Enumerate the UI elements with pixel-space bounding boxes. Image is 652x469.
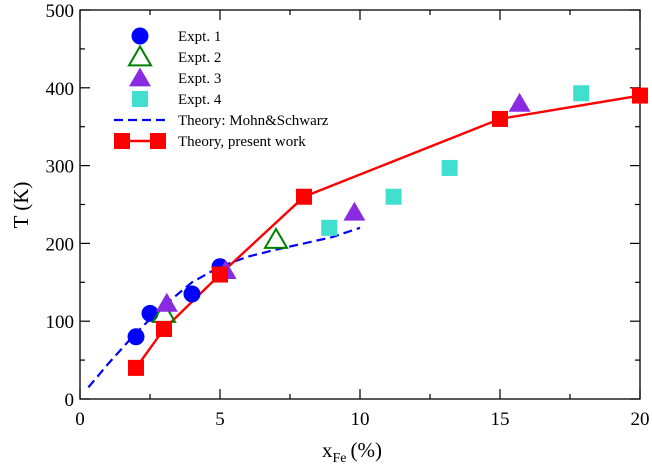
legend-swatch-marker bbox=[150, 133, 166, 149]
x-tick-label: 0 bbox=[75, 409, 85, 430]
legend-item-0: Expt. 1 bbox=[131, 27, 221, 45]
data-point-series-3 bbox=[385, 188, 402, 205]
legend-swatch-marker bbox=[114, 133, 130, 149]
plot-frame bbox=[79, 9, 641, 400]
series-line-4 bbox=[87, 226, 361, 389]
data-point-series-5 bbox=[296, 188, 312, 205]
data-point-series-0 bbox=[127, 328, 145, 346]
data-point-series-5 bbox=[632, 87, 648, 104]
x-axis-title: xFe (%) bbox=[322, 438, 382, 466]
y-tick-label: 500 bbox=[46, 1, 75, 22]
data-point-series-0 bbox=[183, 285, 201, 303]
legend-item-2: Expt. 3 bbox=[129, 67, 221, 87]
y-tick-label: 300 bbox=[46, 157, 75, 178]
x-axis-title-unit: (%) bbox=[351, 438, 382, 462]
data-point-series-0 bbox=[141, 304, 159, 322]
legend-label: Expt. 4 bbox=[178, 92, 222, 108]
data-point-series-3 bbox=[573, 85, 590, 102]
x-tick-label: 10 bbox=[351, 409, 370, 430]
data-point-series-5 bbox=[212, 266, 228, 283]
legend-label: Theory: Mohn&Schwarz bbox=[178, 113, 329, 129]
data-point-series-5 bbox=[492, 110, 508, 127]
legend-swatch-marker bbox=[129, 67, 151, 87]
y-tick-label: 200 bbox=[46, 234, 75, 255]
legend-label: Expt. 1 bbox=[178, 29, 221, 45]
y-tick-label: 400 bbox=[46, 79, 75, 100]
data-point-series-2 bbox=[155, 292, 178, 312]
x-axis-title-main: x bbox=[322, 438, 333, 462]
legend-item-3: Expt. 4 bbox=[132, 91, 222, 108]
x-tick-label: 20 bbox=[631, 409, 650, 430]
data-point-series-5 bbox=[156, 320, 172, 337]
legend: Expt. 1 Expt. 2 Expt. 3 Expt. 4 Theory: Mohn… bbox=[114, 27, 329, 150]
x-tick-label: 5 bbox=[215, 409, 225, 430]
legend-label: Expt. 3 bbox=[178, 71, 221, 87]
y-axis-title: T (K) bbox=[9, 182, 33, 229]
legend-item-4: Theory: Mohn&Schwarz bbox=[114, 113, 329, 129]
y-tick-label: 100 bbox=[46, 312, 75, 333]
legend-item-5: Theory, present work bbox=[114, 133, 306, 150]
data-point-series-2 bbox=[343, 201, 366, 221]
axis-ticks bbox=[79, 9, 641, 400]
y-tick-label: 0 bbox=[65, 390, 75, 411]
legend-swatch-marker bbox=[131, 27, 149, 45]
data-point-series-5 bbox=[128, 359, 144, 376]
x-axis-title-subscript: Fe bbox=[333, 451, 347, 466]
legend-swatch-marker bbox=[132, 91, 148, 107]
data-point-series-3 bbox=[321, 219, 338, 236]
x-tick-label: 15 bbox=[491, 409, 510, 430]
legend-item-1: Expt. 2 bbox=[127, 44, 221, 67]
legend-label: Theory, present work bbox=[178, 134, 306, 150]
data-point-series-3 bbox=[441, 159, 458, 176]
legend-swatch-marker bbox=[127, 44, 153, 67]
data-point-series-2 bbox=[508, 92, 531, 112]
series-layer bbox=[87, 85, 648, 389]
data-point-series-1 bbox=[263, 227, 289, 249]
legend-label: Expt. 2 bbox=[178, 50, 221, 66]
